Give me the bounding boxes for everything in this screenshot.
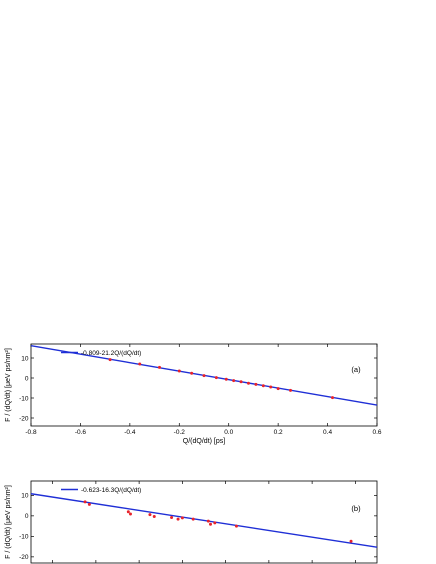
- panel-b-data-point: [170, 515, 174, 519]
- panel-a-y-tick-label: 0: [25, 375, 29, 382]
- panel-b-data-point: [126, 510, 130, 514]
- panel-a-data-point: [269, 385, 273, 389]
- panel-b-data-point: [191, 517, 195, 521]
- panel-a-data-point: [261, 384, 265, 388]
- panel-a-x-tick-label: 0.0: [224, 429, 233, 436]
- panel-b-data-point: [349, 539, 353, 543]
- panel-a: -0.8 -0.6 -0.4 -0.2 0.0 0.2 0.4 0.6 10 0 -10 -20 Q/(…: [5, 343, 382, 445]
- panel-b-data-point: [152, 514, 156, 518]
- panel-a-label: (a): [351, 365, 361, 374]
- panel-a-data-point: [224, 377, 228, 381]
- panel-b-y-tick-label: -10: [19, 534, 29, 541]
- panel-a-x-tick-label: 0.4: [323, 429, 332, 436]
- panel-b-data-point: [213, 521, 217, 525]
- panel-a-x-tick-label: 0.6: [372, 429, 381, 436]
- panel-a-x-tick-label: -0.6: [75, 429, 87, 436]
- panel-a-data-point: [138, 362, 142, 366]
- panel-b-data-point: [128, 512, 132, 516]
- panel-a-y-axis-label: F / (dQ/dt) [μeV ps/nm²]: [5, 348, 12, 422]
- panel-b-data-point: [83, 500, 87, 504]
- panel-a-data-point: [158, 365, 162, 369]
- panel-b-y-tick-label: 10: [21, 493, 29, 500]
- panel-a-data-point: [190, 371, 194, 375]
- panel-a-data-point: [202, 374, 206, 378]
- panel-a-data-point: [289, 388, 292, 392]
- panel-a-data-point: [239, 380, 243, 384]
- panel-b-data-point: [148, 513, 152, 517]
- panel-a-x-tick-label: -0.8: [25, 429, 37, 436]
- panel-b-data-point: [208, 522, 212, 526]
- panel-a-data-point: [246, 381, 250, 385]
- panel-b-y-tick-label: -20: [19, 554, 29, 561]
- panel-a-y-tick-label: -20: [19, 415, 29, 422]
- panel-b-data-point: [206, 519, 210, 523]
- panel-a-data-point: [254, 382, 258, 386]
- panel-a-legend-label: -0.809-21.2Q/(dQ/dt): [81, 350, 141, 357]
- panel-b-data-point: [180, 516, 184, 520]
- panel-a-x-tick-label: 0.2: [274, 429, 283, 436]
- panel-a-data-point: [331, 396, 335, 400]
- panel-b-label: (b): [351, 504, 361, 513]
- panel-a-x-axis-label: Q/(dQ/dt) [ps]: [183, 438, 225, 445]
- panel-a-data-point: [232, 379, 236, 383]
- panel-b-fit-line: [31, 493, 377, 548]
- panel-a-x-tick-label: -0.2: [174, 429, 186, 436]
- panel-b: -0.6-0.4-0.20.00.20.40.60.8100-10-20Q/(d…: [5, 480, 378, 564]
- panel-b-plot-frame: [30, 480, 378, 564]
- panel-a-y-tick-label: 10: [21, 355, 29, 362]
- panel-a-data-point: [276, 387, 280, 391]
- panel-a-x-tick-label: -0.4: [124, 429, 136, 436]
- panel-a-data-point: [214, 376, 218, 380]
- panel-a-plot-frame: [30, 343, 378, 427]
- panel-a-data-point: [177, 369, 181, 373]
- panel-b-data-point: [87, 502, 91, 506]
- panel-a-y-tick-label: -10: [19, 395, 29, 402]
- panel-a-data-point: [108, 358, 112, 362]
- panel-b-y-axis-label: F / (dQ/dt) [μeV ps/nm²]: [5, 485, 12, 559]
- panel-b-data-point: [176, 517, 180, 521]
- panel-b-legend-label: -0.623-16.3Q/(dQ/dt): [81, 487, 141, 494]
- panel-b-y-tick-label: 0: [25, 513, 29, 520]
- panel-b-data-point: [234, 524, 238, 528]
